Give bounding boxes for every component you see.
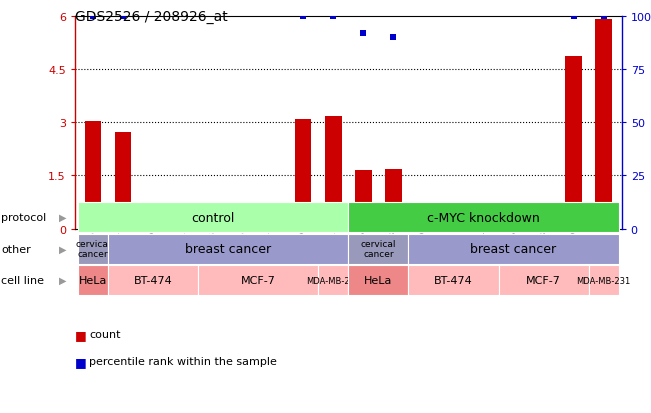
- Point: [88, 13, 98, 20]
- Point: [449, 217, 459, 224]
- Text: percentile rank within the sample: percentile rank within the sample: [89, 356, 277, 366]
- Bar: [174, 226, 191, 229]
- Text: GDS2526 / 208926_at: GDS2526 / 208926_at: [75, 10, 228, 24]
- Text: ▶: ▶: [59, 244, 67, 254]
- Point: [508, 217, 519, 224]
- Point: [358, 30, 368, 37]
- Text: protocol: protocol: [1, 213, 47, 223]
- Text: MCF-7: MCF-7: [526, 275, 561, 285]
- Bar: [235, 225, 251, 229]
- Bar: [85, 122, 101, 229]
- Bar: [385, 170, 402, 229]
- Point: [388, 35, 398, 41]
- Point: [478, 217, 489, 224]
- Point: [538, 217, 549, 224]
- Bar: [325, 116, 342, 229]
- Text: ■: ■: [75, 328, 87, 341]
- Text: other: other: [1, 244, 31, 254]
- Bar: [145, 224, 161, 229]
- Bar: [415, 225, 432, 229]
- Point: [148, 217, 158, 224]
- Text: HeLa: HeLa: [79, 275, 107, 285]
- Bar: [505, 226, 522, 229]
- Text: HeLa: HeLa: [364, 275, 393, 285]
- Text: breast cancer: breast cancer: [185, 242, 271, 256]
- Bar: [565, 57, 582, 229]
- Text: MDA-MB-231: MDA-MB-231: [306, 276, 361, 285]
- Text: MDA-MB-231: MDA-MB-231: [577, 276, 631, 285]
- Bar: [596, 20, 612, 229]
- Text: BT-474: BT-474: [133, 275, 173, 285]
- Text: ■: ■: [75, 355, 87, 368]
- Point: [598, 13, 609, 20]
- Point: [238, 217, 248, 224]
- Text: ▶: ▶: [59, 275, 67, 285]
- Text: cervical
cancer: cervical cancer: [75, 240, 111, 259]
- Point: [268, 217, 279, 224]
- Text: MCF-7: MCF-7: [241, 275, 275, 285]
- Text: cervical
cancer: cervical cancer: [361, 240, 396, 259]
- Point: [298, 13, 309, 20]
- Text: breast cancer: breast cancer: [471, 242, 557, 256]
- Bar: [115, 133, 132, 229]
- Point: [118, 13, 128, 20]
- Point: [208, 217, 218, 224]
- Bar: [445, 226, 462, 229]
- Point: [418, 217, 428, 224]
- Bar: [355, 171, 372, 229]
- Text: count: count: [89, 330, 120, 339]
- Bar: [205, 225, 221, 229]
- Text: c-MYC knockdown: c-MYC knockdown: [427, 211, 540, 224]
- Text: cell line: cell line: [1, 275, 44, 285]
- Text: BT-474: BT-474: [434, 275, 473, 285]
- Bar: [535, 225, 552, 229]
- Point: [328, 13, 339, 20]
- Text: ▶: ▶: [59, 213, 67, 223]
- Point: [178, 217, 188, 224]
- Bar: [295, 119, 311, 229]
- Bar: [475, 226, 492, 229]
- Text: control: control: [191, 211, 235, 224]
- Point: [568, 13, 579, 20]
- Bar: [265, 225, 281, 229]
